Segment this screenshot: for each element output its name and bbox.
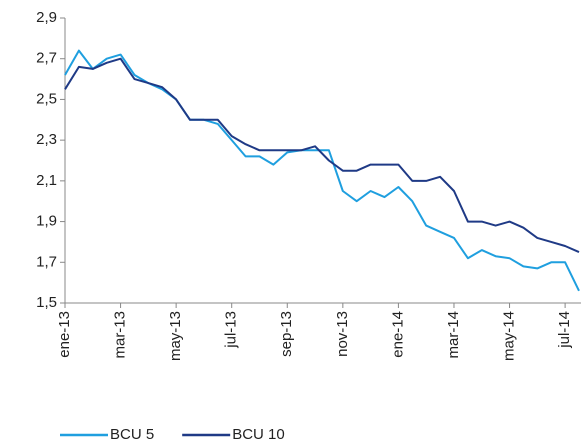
- y-tick-label: 1,9: [36, 213, 57, 230]
- x-tick-label: may-13: [167, 311, 184, 361]
- y-tick-label: 1,7: [36, 253, 57, 270]
- y-tick-label: 2,3: [36, 131, 57, 148]
- x-tick-label: jul-14: [556, 311, 573, 349]
- legend-label: BCU 5: [110, 426, 154, 443]
- x-tick-label: may-14: [501, 311, 518, 361]
- x-tick-label: jul-13: [223, 311, 240, 349]
- x-tick-label: mar-14: [445, 311, 462, 359]
- line-series: [64, 49, 580, 292]
- y-tick-label: 1,5: [36, 294, 57, 311]
- y-tick-label: 2,5: [36, 90, 57, 107]
- x-tick-label: ene-14: [389, 311, 406, 358]
- x-tick-label: nov-13: [334, 311, 351, 357]
- y-tick-label: 2,9: [36, 9, 57, 26]
- y-tick-label: 2,7: [36, 50, 57, 67]
- x-tick-label: ene-13: [56, 311, 73, 358]
- y-tick-label: 2,1: [36, 172, 57, 189]
- line-series: [64, 57, 580, 254]
- legend-label: BCU 10: [232, 426, 285, 443]
- x-tick-label: sep-13: [278, 311, 295, 357]
- x-tick-label: mar-13: [112, 311, 129, 359]
